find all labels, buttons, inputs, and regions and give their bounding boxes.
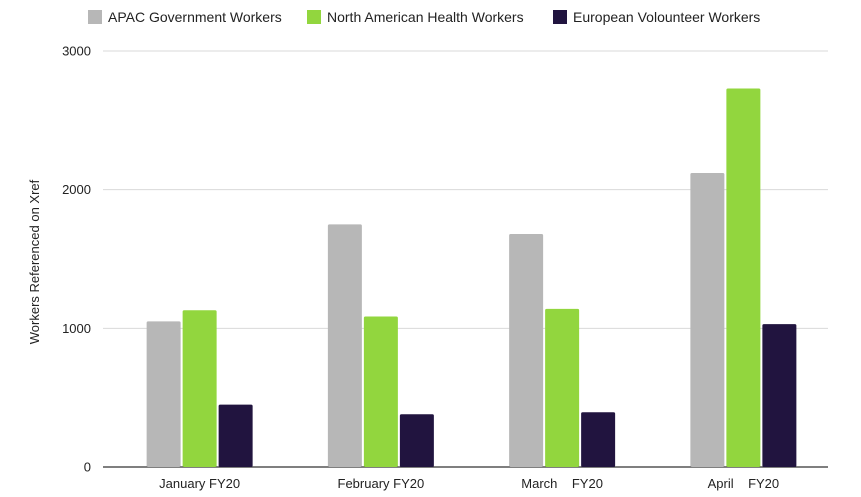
- legend-label: APAC Government Workers: [108, 9, 282, 25]
- bars: [146, 88, 797, 467]
- legend-swatch: [88, 10, 102, 24]
- bar-north-american-2: [363, 316, 398, 467]
- bar-european-4: [762, 324, 797, 467]
- legend-label: North American Health Workers: [327, 9, 524, 25]
- x-tick-label: February FY20: [338, 476, 425, 491]
- legend-swatch: [553, 10, 567, 24]
- y-tick-label: 2000: [62, 182, 91, 197]
- x-axis-ticks: January FY20 February FY20 March FY20 April…: [159, 476, 779, 491]
- legend-label: European Volounteer Workers: [573, 9, 760, 25]
- bar-apac-4: [690, 173, 725, 467]
- bar-european-1: [218, 404, 253, 467]
- y-tick-label: 3000: [62, 44, 91, 59]
- legend-swatch: [307, 10, 321, 24]
- bar-apac-3: [509, 234, 544, 467]
- x-tick-label: March FY20: [521, 476, 603, 491]
- bar-north-american-1: [182, 310, 217, 467]
- bar-north-american-3: [545, 308, 580, 467]
- bar-north-american-4: [726, 88, 761, 467]
- x-tick-label: January FY20: [159, 476, 240, 491]
- x-tick-label: April FY20: [708, 476, 780, 491]
- y-tick-label: 0: [84, 460, 91, 475]
- y-axis-title: Workers Referenced on Xref: [27, 179, 42, 344]
- y-tick-label: 1000: [62, 321, 91, 336]
- y-axis-ticks: 0 1000 2000 3000: [62, 44, 91, 475]
- bar-european-2: [399, 414, 434, 467]
- legend: APAC Government Workers North American He…: [88, 9, 760, 25]
- bar-european-3: [581, 412, 616, 467]
- bar-apac-1: [146, 321, 181, 467]
- bar-apac-2: [327, 224, 362, 467]
